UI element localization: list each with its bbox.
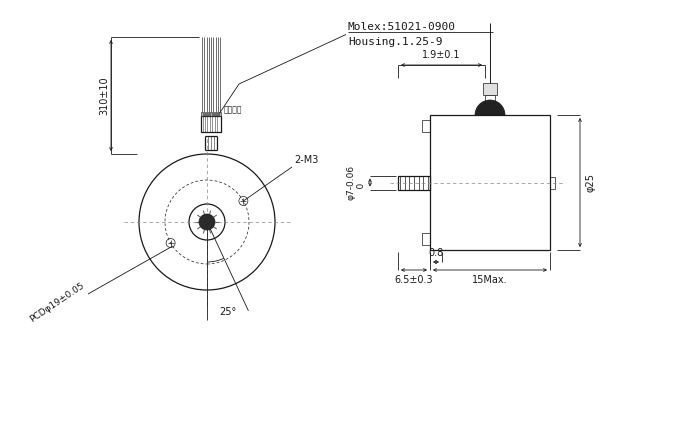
Bar (550, 176, 555, 188)
Text: Housing.1.25-9: Housing.1.25-9 (348, 37, 443, 47)
Bar (208, 112, 209, 116)
Bar (483, 83, 497, 95)
Bar (485, 95, 495, 115)
Bar (430, 115, 550, 250)
Bar (422, 120, 430, 132)
Bar (213, 112, 214, 116)
Text: 6.5±0.3: 6.5±0.3 (395, 275, 433, 285)
Text: φ7-0.06
    0: φ7-0.06 0 (346, 165, 366, 200)
Text: Molex:51021-0900: Molex:51021-0900 (348, 22, 456, 32)
Bar (206, 112, 207, 116)
Circle shape (199, 214, 215, 230)
Text: 1.9±0.1: 1.9±0.1 (423, 50, 461, 60)
Bar (201, 112, 202, 116)
Text: 2-M3: 2-M3 (294, 155, 319, 165)
Wedge shape (475, 100, 505, 115)
Bar (422, 233, 430, 245)
Text: 0.8: 0.8 (429, 248, 443, 258)
Text: 310±10: 310±10 (99, 76, 109, 115)
Bar (204, 112, 205, 116)
Bar (211, 112, 212, 116)
Text: 蓝白黄红: 蓝白黄红 (224, 105, 242, 114)
Bar (219, 112, 221, 116)
Bar (217, 112, 219, 116)
Bar (201, 116, 221, 132)
Text: 25°: 25° (219, 307, 236, 317)
Bar (398, 175, 430, 190)
Text: φ25: φ25 (585, 173, 595, 192)
Text: PCDφ19±0.05: PCDφ19±0.05 (28, 281, 86, 324)
Bar (215, 112, 216, 116)
Text: 15Max.: 15Max. (472, 275, 508, 285)
